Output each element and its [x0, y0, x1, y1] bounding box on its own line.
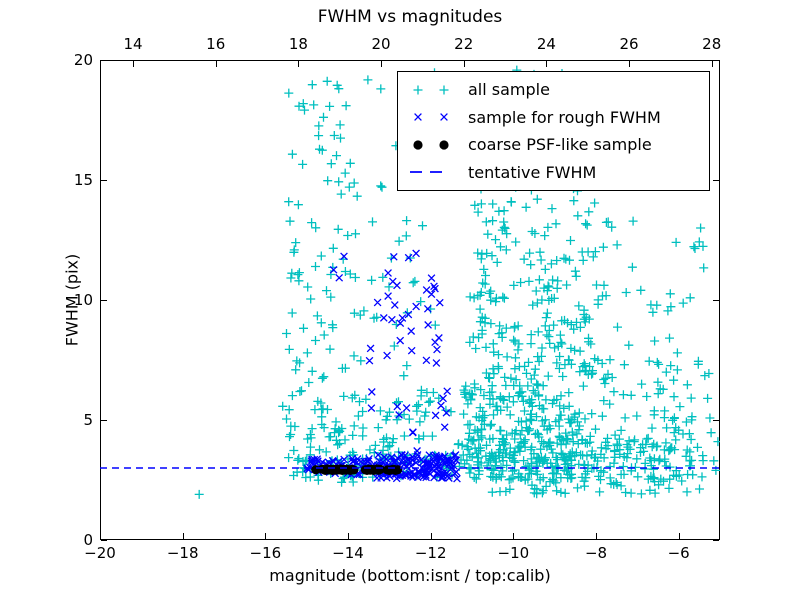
x-tick-label-bottom: −8	[584, 544, 608, 562]
x-tick-label-bottom: −14	[332, 544, 364, 562]
x-axis-label: magnitude (bottom:isnt / top:calib)	[269, 566, 551, 585]
legend-row: tentative FWHM	[398, 159, 709, 185]
legend: all sample sample for rough FWHM coarse PS…	[397, 71, 710, 191]
y-tick-label: 0	[83, 531, 93, 549]
x-tick-label-top: 16	[206, 35, 226, 53]
x-tick-label-bottom: −10	[497, 544, 530, 562]
x-tick-label-top: 18	[288, 35, 308, 53]
legend-row: sample for rough FWHM	[398, 104, 709, 130]
legend-marker-dot-icon	[413, 140, 449, 150]
figure-title: FWHM vs magnitudes	[317, 7, 503, 27]
x-tick-label-bottom: −12	[414, 544, 447, 562]
series-sample-for-rough-FWHM	[303, 249, 461, 483]
legend-label: coarse PSF-like sample	[468, 135, 652, 155]
y-tick-label: 5	[83, 411, 93, 429]
x-tick-label-top: 28	[702, 35, 722, 53]
x-tick-label-top: 26	[619, 35, 639, 53]
x-tick-label-bottom: −20	[84, 544, 116, 562]
y-tick-label: 10	[73, 291, 93, 309]
x-tick-label-top: 14	[123, 35, 143, 53]
legend-marker-x-icon	[414, 113, 448, 122]
legend-label: all sample	[468, 80, 550, 100]
legend-row: all sample	[398, 77, 709, 103]
x-tick-label-top: 20	[371, 35, 391, 53]
legend-marker-dashed-line-icon	[410, 171, 442, 174]
legend-label: sample for rough FWHM	[468, 107, 661, 127]
axes-frame	[100, 60, 720, 540]
y-tick-label: 15	[73, 171, 93, 189]
x-tick-label-bottom: −6	[667, 544, 690, 562]
x-tick-label-bottom: −16	[249, 544, 282, 562]
legend-marker-plus-icon	[413, 85, 449, 95]
axis-ticks	[100, 60, 719, 541]
x-tick-label-top: 24	[536, 35, 556, 53]
x-tick-label-bottom: −18	[166, 544, 199, 562]
y-tick-label: 20	[73, 51, 93, 69]
legend-label: tentative FWHM	[468, 162, 597, 182]
legend-row: coarse PSF-like sample	[398, 132, 709, 158]
x-tick-label-top: 22	[454, 35, 474, 53]
